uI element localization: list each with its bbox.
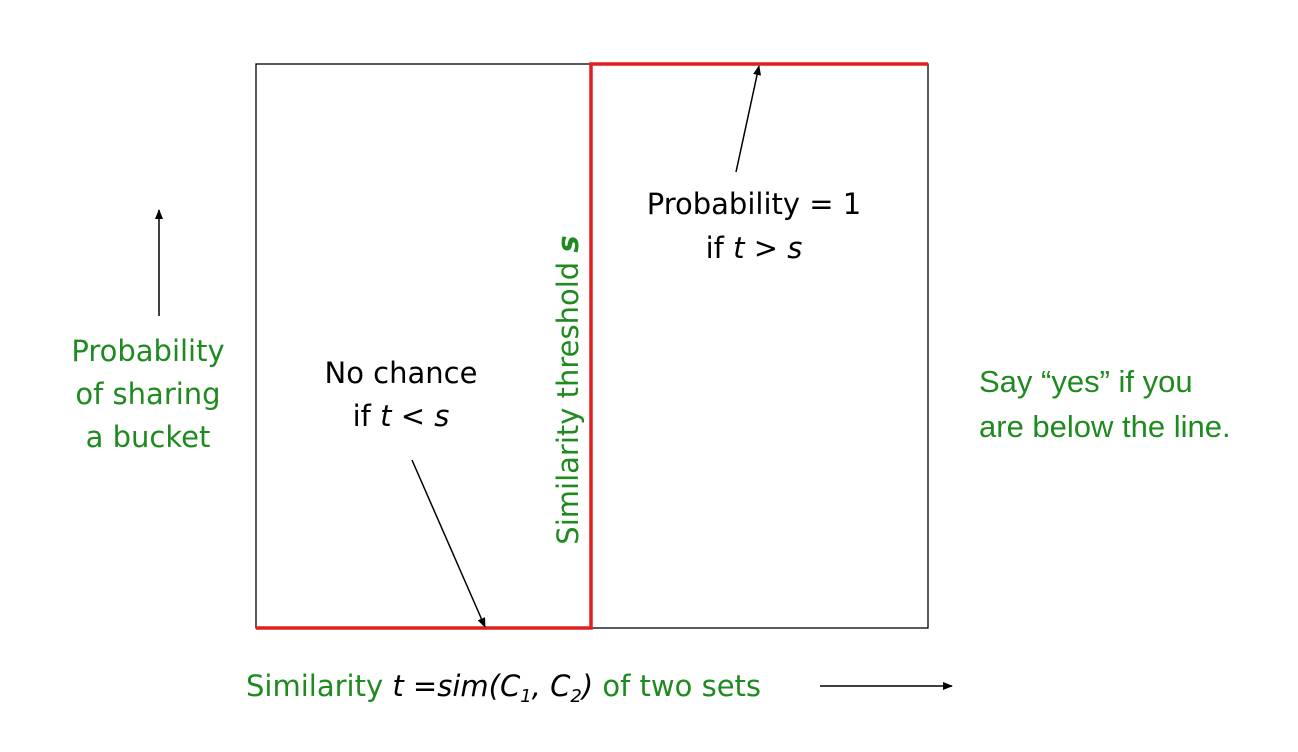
y-axis-label-line1: Probability [71, 334, 224, 368]
probability-one-annotation: Probability = 1 if t > s [647, 187, 861, 265]
similarity-threshold-label: Similarity threshold s [551, 235, 585, 544]
y-axis-label-line3: a bucket [86, 420, 211, 454]
probability-one-pointer-arrow [735, 65, 762, 173]
step-function-line [256, 62, 928, 630]
x-axis-label: Similarity t =sim(C1, C2) of two sets [246, 669, 761, 707]
y-axis-label-line2: of sharing [75, 377, 220, 411]
y-axis-label: Probability of sharing a bucket [71, 334, 224, 454]
no-chance-line2: if t < s [353, 399, 450, 433]
say-yes-line2: are below the line. [979, 409, 1231, 444]
no-chance-line1: No chance [325, 356, 478, 390]
probability-one-line1: Probability = 1 [647, 187, 861, 221]
probability-one-line2: if t > s [706, 231, 803, 265]
say-yes-note: Say “yes” if you are below the line. [979, 364, 1231, 444]
no-chance-pointer-arrow [411, 459, 486, 628]
no-chance-annotation: No chance if t < s [325, 356, 478, 433]
say-yes-line1: Say “yes” if you [979, 364, 1193, 399]
